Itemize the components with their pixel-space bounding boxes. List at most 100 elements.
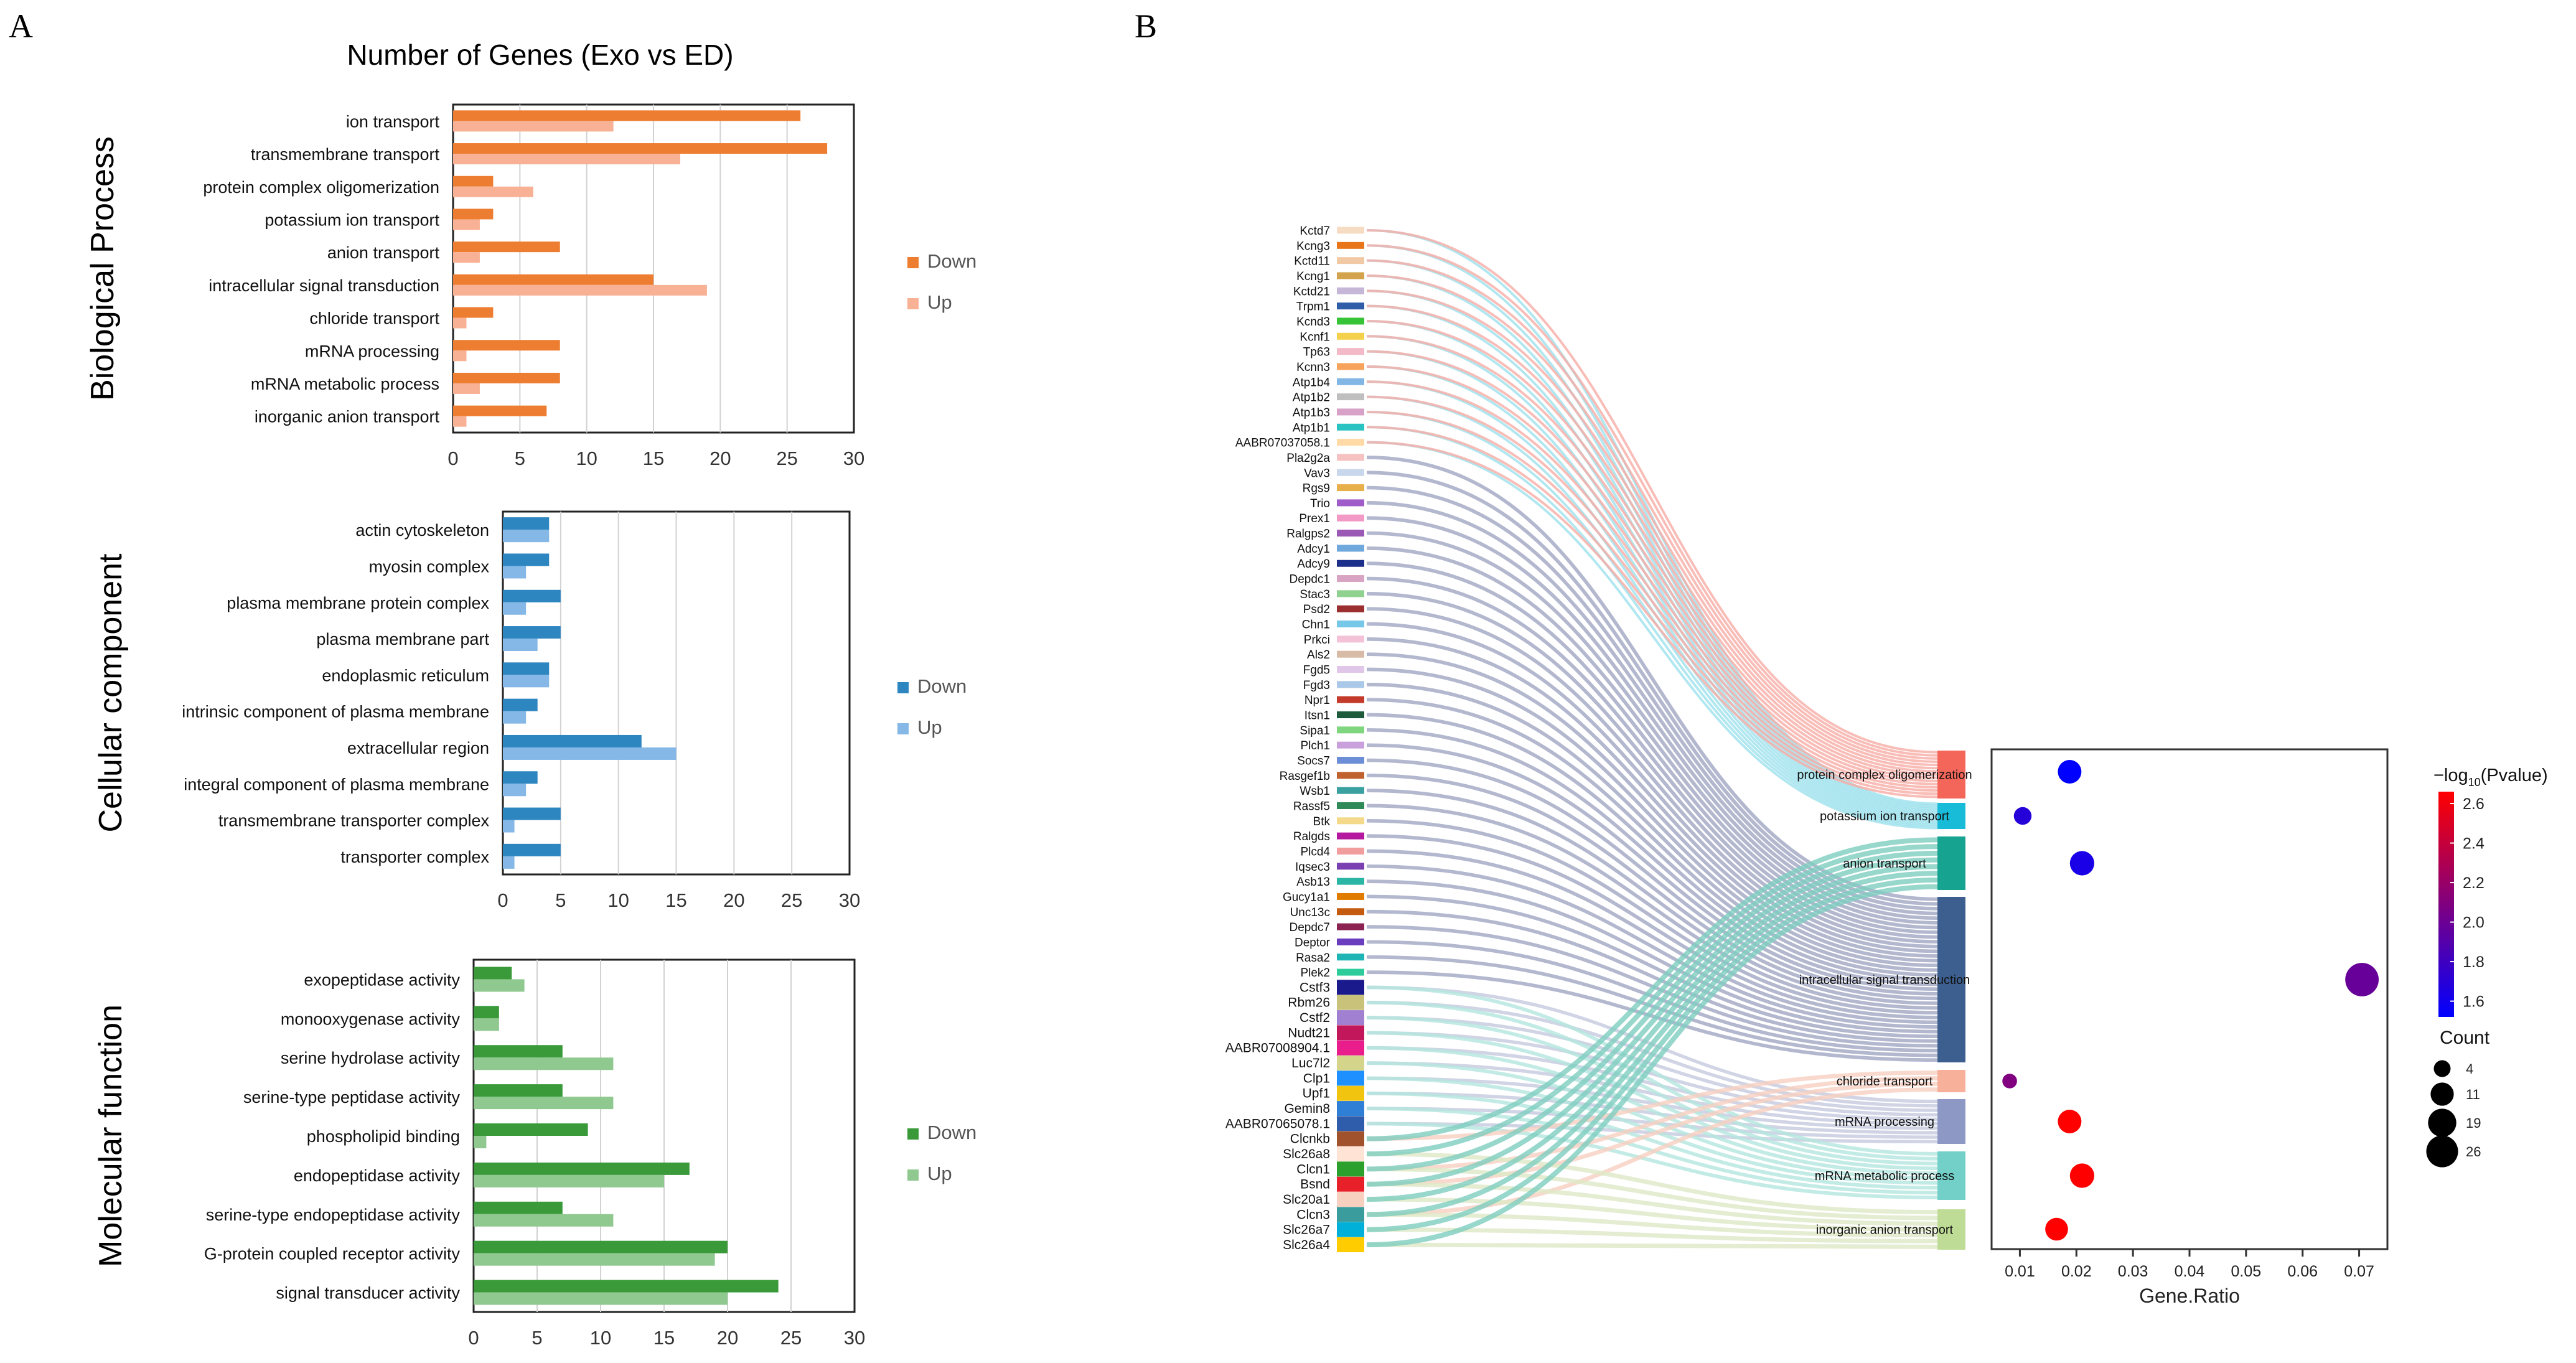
sankey-link-kcng1-to-protein-complex-oligomerization xyxy=(1366,274,1938,763)
gene-label-rasgef1b: Rasgef1b xyxy=(1280,770,1330,783)
legend-swatch-up xyxy=(907,298,919,309)
gene-label-chn1: Chn1 xyxy=(1302,619,1330,632)
bar-down-transmembrane-transporter-complex xyxy=(503,807,561,820)
sankey-link-kcnf1-to-protein-complex-oligomerization xyxy=(1366,335,1938,776)
gene-label-adcy1: Adcy1 xyxy=(1297,543,1330,556)
gene-box-trio xyxy=(1337,499,1364,507)
bar-up-chloride-transport xyxy=(453,317,467,329)
gene-box-npr1 xyxy=(1337,696,1364,703)
sankey-link-rbm26-to-mrna-metabolic-process xyxy=(1366,1000,1938,1161)
gene-label-cstf3: Cstf3 xyxy=(1300,980,1330,995)
category-label-signal-transducer-activity: signal transducer activity xyxy=(276,1284,460,1303)
term-box-inorganic-anion-transport xyxy=(1937,1209,1965,1250)
sankey-link-luc7l2-to-mrna-processing xyxy=(1366,1061,1938,1126)
gene-box-kctd21 xyxy=(1337,287,1364,294)
gene-label-slc20a1: Slc20a1 xyxy=(1283,1192,1330,1207)
sankey-link-aabr07065078-1-to-mrna-metabolic-process xyxy=(1366,1122,1938,1200)
gene-box-ralgds xyxy=(1337,832,1364,840)
gene-box-rassf5 xyxy=(1337,802,1364,809)
gene-term-sankey: Kctd7Kcng3Kctd11Kcng1Kctd21Trpm1Kcnd3Kcn… xyxy=(1225,225,1972,1252)
gene-label-trpm1: Trpm1 xyxy=(1296,301,1330,314)
color-legend-tick-label: 1.8 xyxy=(2463,953,2485,971)
gene-box-adcy9 xyxy=(1337,560,1364,567)
gene-box-wsb1 xyxy=(1337,787,1364,794)
gene-label-clcn3: Clcn3 xyxy=(1296,1207,1330,1222)
sankey-link-rasgef1b-to-intracellular-signal-transduction xyxy=(1366,773,1938,1001)
sankey-link-kcnf1-to-potassium-ion-transport xyxy=(1366,335,1938,817)
sankey-link-atp1b2-to-protein-complex-oligomerization xyxy=(1366,395,1938,789)
term-label-chloride-transport: chloride transport xyxy=(1837,1075,1933,1089)
panel-label-b: B xyxy=(1135,7,1157,45)
bar-up-transmembrane-transport xyxy=(453,154,680,165)
bar-up-serine-type-peptidase-activity xyxy=(474,1097,614,1110)
legend-swatch-up xyxy=(907,1169,919,1181)
gene-label-psd2: Psd2 xyxy=(1303,603,1330,616)
bar-up-anion-transport xyxy=(453,252,480,263)
sankey-link-iqsec3-to-intracellular-signal-transduction xyxy=(1366,864,1938,1029)
gene-label-gucy1a1: Gucy1a1 xyxy=(1283,891,1330,904)
legend-swatch-down xyxy=(907,257,919,268)
x-tick-label: 0.01 xyxy=(2005,1263,2035,1280)
gene-box-als2 xyxy=(1337,650,1364,658)
term-label-inorganic-anion-transport: inorganic anion transport xyxy=(1816,1224,1954,1237)
bar-down-transmembrane-transport xyxy=(453,143,828,154)
legend-label-up: Up xyxy=(927,1163,952,1184)
bar-down-intracellular-signal-transduction xyxy=(453,274,653,285)
term-label-potassium-ion-transport: potassium ion transport xyxy=(1820,810,1949,823)
category-label-phospholipid-binding: phospholipid binding xyxy=(307,1127,460,1146)
gene-label-upf1: Upf1 xyxy=(1303,1087,1330,1101)
gene-box-rgs9 xyxy=(1337,484,1364,492)
size-legend-title: Count xyxy=(2440,1028,2490,1048)
sankey-link-slc20a1-to-anion-transport xyxy=(1366,864,1938,1202)
sankey-link-bsnd-to-inorganic-anion-transport xyxy=(1366,1182,1938,1226)
sankey-link-kcnd3-to-protein-complex-oligomerization xyxy=(1366,319,1938,773)
y-axis-label: Cellular component xyxy=(93,553,129,833)
category-label-ion-transport: ion transport xyxy=(346,112,440,131)
gene-label-socs7: Socs7 xyxy=(1297,754,1330,767)
category-label-inorganic-anion-transport: inorganic anion transport xyxy=(255,408,440,426)
sankey-link-kctd21-to-protein-complex-oligomerization xyxy=(1366,289,1938,767)
bar-down-potassium-ion-transport xyxy=(453,208,494,220)
sankey-link-kctd21-to-potassium-ion-transport xyxy=(1366,289,1938,812)
cellular-component-chart: 0 5 10 15 20 25 30 actin cytoskeleton myosin com… xyxy=(93,510,967,911)
category-label-plasma-membrane-part: plasma membrane part xyxy=(316,630,489,649)
bar-down-protein-complex-oligomerization xyxy=(453,176,494,187)
gene-label-aabr07065078-1: AABR07065078.1 xyxy=(1225,1117,1330,1131)
bar-up-phospholipid-binding xyxy=(474,1136,487,1148)
gene-label-btk: Btk xyxy=(1313,815,1331,828)
gene-box-deptor xyxy=(1337,938,1364,945)
category-label-intrinsic-component-of-plasma-membrane: intrinsic component of plasma membrane xyxy=(182,703,489,721)
sankey-link-tp63-to-protein-complex-oligomerization xyxy=(1366,350,1938,779)
sankey-link-prkci-to-intracellular-signal-transduction xyxy=(1366,637,1938,958)
gene-box-clcnkb xyxy=(1337,1131,1364,1146)
category-label-transmembrane-transport: transmembrane transport xyxy=(251,145,440,164)
x-tick-label: 15 xyxy=(643,447,664,469)
gene-label-kcng3: Kcng3 xyxy=(1296,240,1330,253)
gene-box-aabr07065078-1 xyxy=(1337,1116,1364,1131)
gene-label-vav3: Vav3 xyxy=(1304,467,1330,480)
term-box-anion-transport xyxy=(1937,836,1965,890)
gene-label-kctd7: Kctd7 xyxy=(1300,225,1330,238)
gene-label-atp1b1: Atp1b1 xyxy=(1293,421,1330,434)
gene-box-plcd4 xyxy=(1337,847,1364,855)
x-tick-label: 20 xyxy=(717,1327,738,1349)
gene-label-bsnd: Bsnd xyxy=(1300,1178,1330,1192)
bar-chart-title: Number of Genes (Exo vs ED) xyxy=(347,39,733,71)
gene-label-unc13c: Unc13c xyxy=(1290,906,1330,919)
gene-box-kcnd3 xyxy=(1337,317,1364,325)
sankey-link-aabr07008904-1-to-mrna-processing xyxy=(1366,1046,1938,1122)
category-label-actin-cytoskeleton: actin cytoskeleton xyxy=(355,521,489,540)
dot-anion-transport xyxy=(2069,851,2094,876)
gene-label-prex1: Prex1 xyxy=(1299,512,1330,525)
bar-down-endopeptidase-activity xyxy=(474,1162,690,1175)
x-axis-label: Gene.Ratio xyxy=(2139,1285,2240,1307)
bar-down-endoplasmic-reticulum xyxy=(503,662,550,675)
gene-label-tp63: Tp63 xyxy=(1303,346,1330,359)
term-label-anion-transport: anion transport xyxy=(1843,857,1926,871)
color-legend-tick-label: 2.2 xyxy=(2463,874,2485,892)
gene-label-ralgds: Ralgds xyxy=(1293,830,1330,843)
category-label-mrna-metabolic-process: mRNA metabolic process xyxy=(251,375,439,393)
term-box-chloride-transport xyxy=(1937,1070,1965,1092)
gene-label-plch1: Plch1 xyxy=(1300,739,1330,752)
sankey-link-adcy1-to-intracellular-signal-transduction xyxy=(1366,546,1938,930)
